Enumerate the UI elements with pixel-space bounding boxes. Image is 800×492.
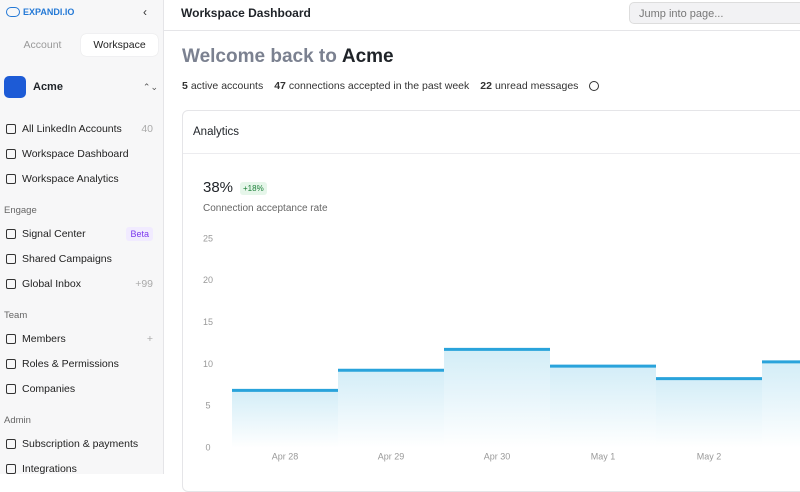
nav-item[interactable]: Members +: [0, 326, 163, 351]
step-area: [444, 349, 550, 448]
nav-item[interactable]: All LinkedIn Accounts 40: [0, 116, 163, 141]
icon: [6, 148, 16, 159]
metric: 38%: [203, 179, 234, 196]
nav-label: Companies: [22, 382, 76, 395]
nav-item[interactable]: Workspace Dashboard: [0, 141, 163, 166]
nav-item[interactable]: Global Inbox +99: [0, 271, 163, 296]
header-title: Workspace Dashboard: [181, 6, 311, 20]
x-tick-label: May 1: [591, 451, 616, 461]
step-area: [550, 366, 656, 448]
logo-text: EXPANDI.IO: [23, 7, 75, 17]
x-tick-label: Apr 29: [378, 451, 405, 461]
logo: EXPANDI.IO: [6, 7, 74, 17]
y-tick-label: 5: [205, 401, 210, 411]
tab[interactable]: Account: [23, 39, 62, 51]
x-tick-label: Apr 30: [484, 451, 511, 461]
stat-label: active accounts: [190, 80, 264, 92]
nav-item[interactable]: Integrations: [0, 456, 163, 481]
collapse-button[interactable]: ‹: [143, 5, 147, 19]
nav-label: Signal Center: [22, 227, 86, 240]
y-tick-label: 20: [203, 275, 213, 285]
step-area: [232, 390, 338, 448]
nav-label: Integrations: [22, 462, 77, 475]
icon: [6, 228, 16, 239]
stat: 22 unread messages: [480, 80, 578, 92]
welcome-prefix: Welcome back to: [182, 46, 337, 67]
nav-label: Workspace Analytics: [22, 172, 119, 185]
stat-value: 47: [274, 80, 286, 92]
workspace-switcher[interactable]: Acme ⌃⌄: [4, 74, 158, 100]
tabs: Account Workspace: [4, 34, 158, 56]
change: +18%: [240, 182, 267, 195]
tab[interactable]: Workspace: [81, 34, 158, 56]
stat: 5 active accounts: [182, 80, 263, 92]
stat-value: 22: [480, 80, 492, 92]
badge: Beta: [126, 226, 153, 241]
y-tick-label: 25: [203, 233, 213, 243]
sidebar: EXPANDI.IO ‹ Account Workspace Acme ⌃⌄ Al…: [0, 0, 164, 475]
icon: [6, 123, 16, 134]
nav-item[interactable]: Signal Center Beta: [0, 221, 163, 246]
workspace-name: Acme: [33, 81, 63, 93]
caption: Connection acceptance rate: [203, 203, 328, 214]
info-icon: [589, 81, 600, 91]
icon: [6, 253, 16, 264]
step-area: [762, 361, 800, 448]
section-title: Team: [4, 309, 28, 321]
x-tick-label: Apr 28: [272, 451, 299, 461]
icon: [6, 278, 16, 289]
card-title: Analytics: [183, 111, 800, 154]
nav-label: Subscription & payments: [22, 437, 139, 450]
stat-label: unread messages: [494, 80, 579, 92]
icon: [6, 383, 16, 394]
section-title: Admin: [4, 414, 31, 426]
chart: 0 5 10 15 20 25 Apr 28 Apr 29 Apr 30 May 1 May 2: [203, 233, 800, 461]
badge: +: [146, 332, 153, 345]
stat: 47 connections accepted in the past week: [274, 80, 469, 92]
nav-item[interactable]: Subscription & payments: [0, 431, 163, 456]
badge: 40: [141, 122, 153, 135]
search[interactable]: Jump into page...: [629, 2, 800, 24]
nav-label: Roles & Permissions: [22, 357, 119, 370]
x-tick-label: May 2: [697, 451, 722, 461]
welcome: Welcome back to Acme: [182, 46, 394, 68]
nav-label: Shared Campaigns: [22, 252, 112, 265]
y-tick-label: 15: [203, 317, 213, 327]
nav-label: All LinkedIn Accounts: [22, 122, 122, 135]
icon: [6, 358, 16, 369]
badge: +99: [135, 277, 153, 290]
icon: [6, 173, 16, 184]
nav-label: Members: [22, 332, 66, 345]
icon: [6, 463, 16, 474]
icon: [6, 438, 16, 449]
stat-label: connections accepted in the past week: [288, 80, 470, 92]
step-area: [656, 378, 762, 448]
y-tick-label: 0: [205, 442, 210, 452]
y-tick-label: 10: [203, 359, 213, 369]
step-area: [338, 370, 444, 448]
stats: 5 active accounts 47 connections accepted i…: [182, 80, 600, 92]
nav-item[interactable]: Workspace Analytics: [0, 166, 163, 191]
nav-label: Global Inbox: [22, 277, 81, 290]
nav-item[interactable]: Roles & Permissions: [0, 351, 163, 376]
nav-item[interactable]: Companies: [0, 376, 163, 401]
icon: [6, 333, 16, 344]
header: Workspace Dashboard Jump into page...: [164, 0, 800, 31]
stat-value: 5: [182, 80, 188, 92]
nav-label: Workspace Dashboard: [22, 147, 129, 160]
nav-item[interactable]: Shared Campaigns: [0, 246, 163, 271]
welcome-name: Acme: [341, 46, 394, 67]
nav: All LinkedIn Accounts 40 Workspace Dashboa…: [0, 116, 163, 481]
section-title: Engage: [4, 204, 37, 216]
